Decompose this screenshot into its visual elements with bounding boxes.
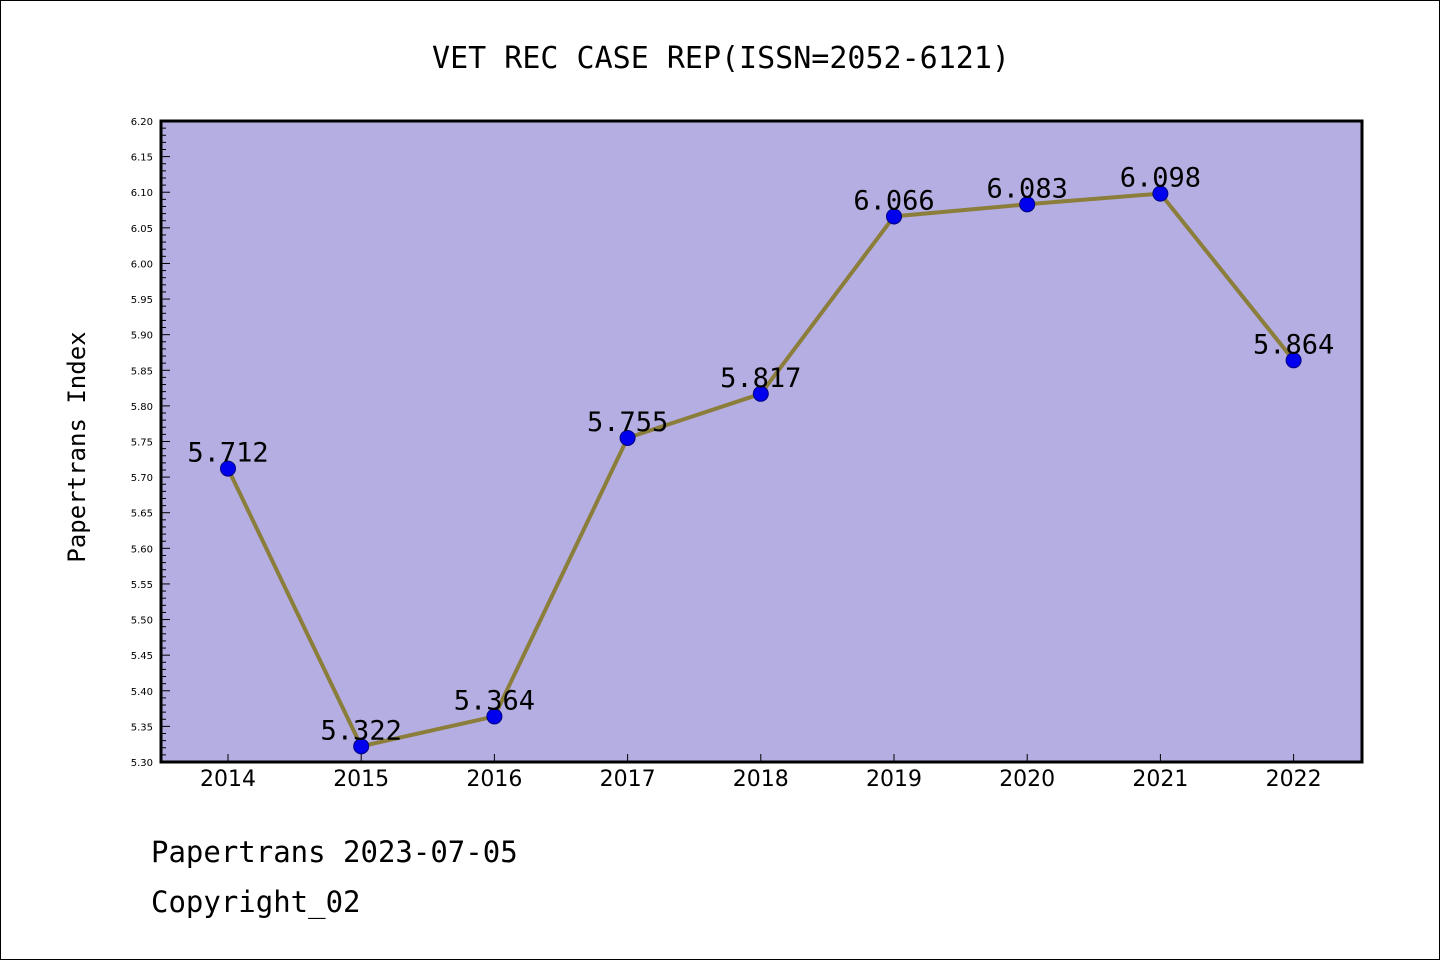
x-tick-label: 2017	[600, 767, 656, 792]
data-label: 6.066	[853, 185, 934, 216]
y-tick-label: 5.75	[131, 438, 153, 449]
x-tick-label: 2020	[999, 767, 1055, 792]
y-tick-label: 5.65	[131, 509, 153, 520]
series-markers	[220, 185, 1302, 755]
x-tick-label: 2021	[1132, 767, 1188, 792]
y-tick-label: 5.80	[131, 402, 153, 413]
y-tick-label: 5.70	[131, 473, 153, 484]
x-tick-label: 2019	[866, 767, 922, 792]
y-tick-label: 6.20	[131, 117, 153, 128]
y-tick-label: 5.95	[131, 295, 153, 306]
data-point	[1152, 185, 1169, 202]
data-point	[752, 385, 769, 402]
data-point	[353, 738, 370, 755]
y-tick-label: 6.05	[131, 224, 153, 235]
chart-title: VET REC CASE REP(ISSN=2052-6121)	[432, 41, 1010, 76]
y-tick-label: 6.15	[131, 153, 153, 164]
y-axis-label: Papertrans Index	[63, 331, 91, 562]
data-label: 6.098	[1120, 163, 1201, 194]
x-axis-tick-labels: 2014 2015 2016 2017 2018 2019 2020 2021 2022	[200, 767, 1322, 792]
y-tick-label: 5.45	[131, 651, 153, 662]
data-label: 5.864	[1253, 329, 1334, 360]
footer-date: Papertrans 2023-07-05	[151, 835, 518, 869]
x-tick-label: 2022	[1266, 767, 1322, 792]
footer-copyright: Copyright_02	[151, 885, 361, 919]
y-tick-label: 5.50	[131, 616, 153, 627]
y-tick-label: 6.10	[131, 188, 153, 199]
data-label: 6.083	[987, 173, 1068, 204]
y-tick-label: 5.60	[131, 544, 153, 555]
data-label: 5.817	[720, 363, 801, 394]
data-labels: 5.712 5.322 5.364 5.755 5.817 6.066 6.083 6.098…	[187, 163, 1334, 747]
data-label: 5.322	[321, 715, 402, 746]
data-point	[1285, 352, 1302, 369]
x-tick-label: 2018	[733, 767, 789, 792]
y-tick-label: 5.40	[131, 687, 153, 698]
x-tick-label: 2016	[466, 767, 522, 792]
data-label: 5.712	[187, 438, 268, 469]
data-point	[886, 208, 902, 225]
y-axis-tick-labels: 5.30 5.35 5.40 5.45 5.50 5.55 5.60 5.65 5.70 5.75…	[131, 117, 153, 769]
y-tick-label: 5.90	[131, 331, 153, 342]
plot-border	[159, 119, 1364, 764]
y-tick-label: 5.30	[131, 758, 153, 769]
y-tick-label: 6.00	[131, 259, 153, 270]
x-tick-label: 2014	[200, 767, 256, 792]
data-point	[619, 429, 636, 446]
y-tick-label: 5.85	[131, 366, 153, 377]
y-tick-label: 5.35	[131, 722, 153, 733]
data-label: 5.755	[587, 407, 668, 438]
data-point	[1019, 196, 1036, 213]
x-tick-label: 2015	[333, 767, 389, 792]
data-point	[220, 460, 236, 477]
data-point	[486, 708, 503, 725]
data-label: 5.364	[454, 685, 535, 716]
y-tick-label: 5.55	[131, 580, 153, 591]
plot-area	[161, 121, 1362, 762]
